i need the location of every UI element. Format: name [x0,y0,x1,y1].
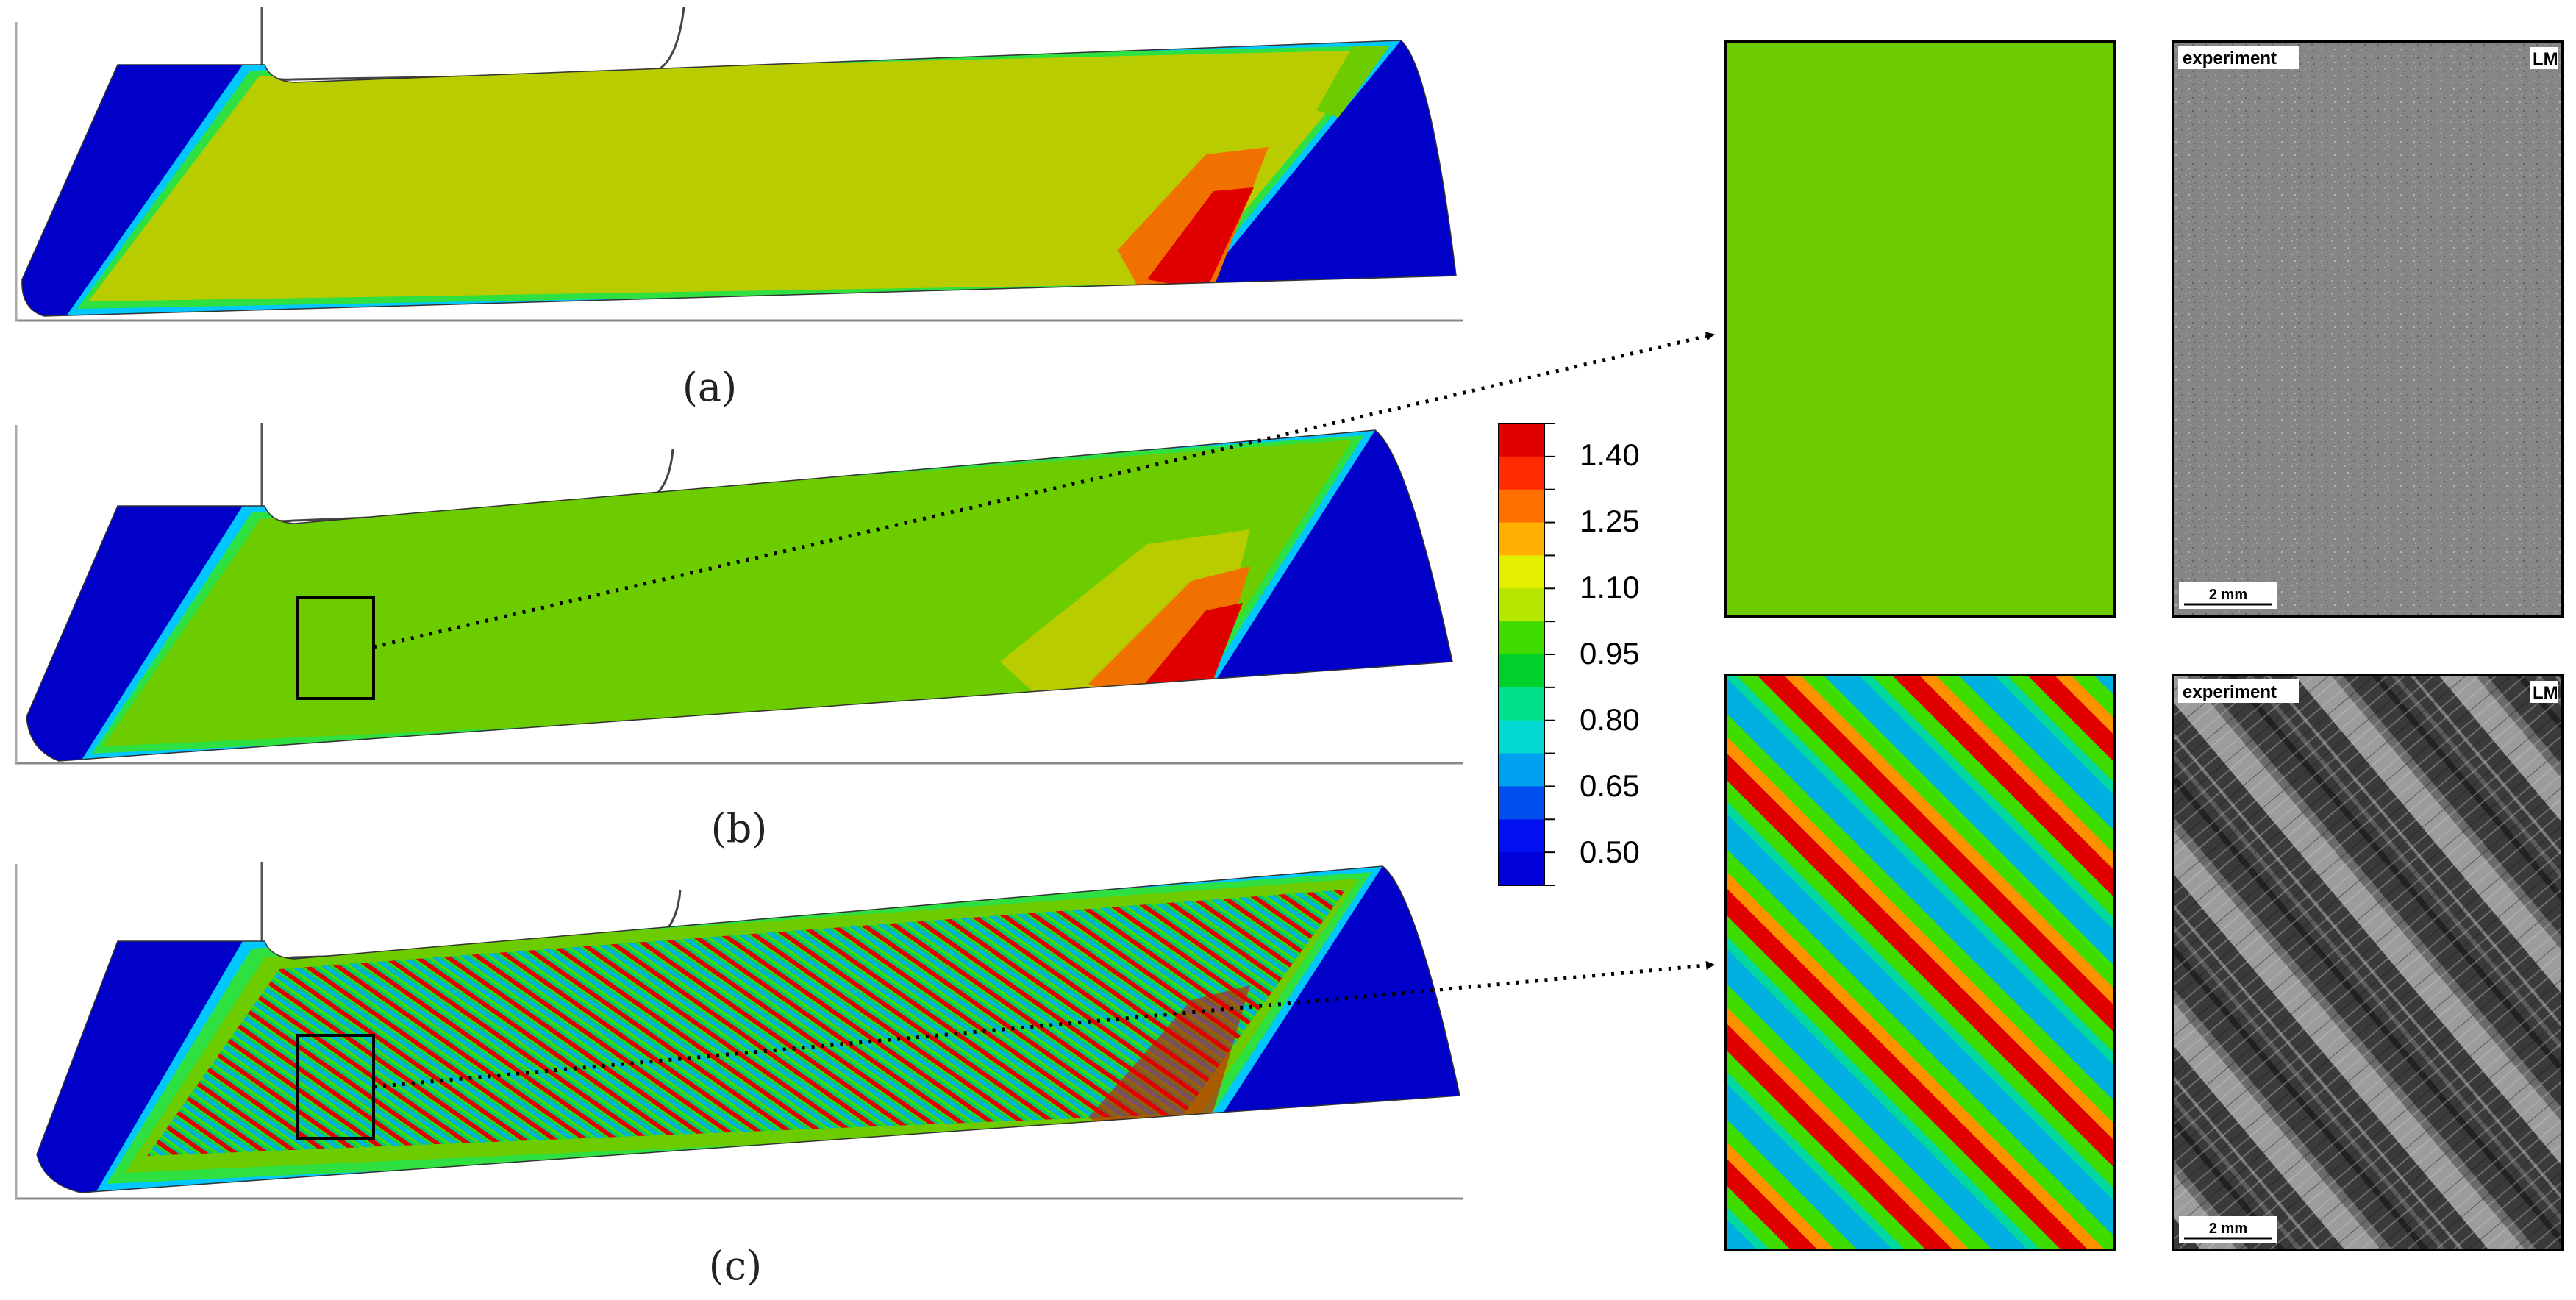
colorbar-band [1499,687,1544,721]
colorbar-label-2: 1.25 [1580,504,1640,538]
tool-outline-a [260,7,685,81]
colorbar-label-3: 1.10 [1580,570,1640,604]
zoom-panel-bottom [1724,674,2116,1251]
colorbar-band [1499,720,1544,754]
micrograph-top: experiment LM 2 mm [2172,40,2564,618]
colorbar-band [1499,621,1544,655]
colorbar-label-5: 0.80 [1580,702,1640,737]
micrograph-top-scale: 2 mm [2209,587,2247,603]
colorbar-band [1499,852,1544,886]
colorbar: 1.40 1.25 1.10 0.95 0.80 0.65 0.50 [1498,423,1640,886]
simulation-panel-c: (c) [15,862,1463,1289]
colorbar-band [1499,489,1544,524]
caption-a: (a) [682,364,737,410]
simulation-panel-a: (a) [15,7,1463,410]
colorbar-label-1: 1.40 [1580,438,1640,472]
colorbar-band [1499,522,1544,556]
simulation-panel-b: (b) [15,423,1463,851]
arrow-to-zoom-bottom [373,960,1715,1089]
colorbar-bands [1499,424,1544,886]
colorbar-band [1499,456,1544,490]
micrograph-top-label: experiment [2183,49,2277,68]
micrograph-top-corner: LM [2533,49,2558,69]
caption-c: (c) [709,1243,762,1289]
colorbar-label-6: 0.65 [1580,768,1640,803]
micrograph-bottom-label: experiment [2183,682,2277,702]
colorbar-band [1499,753,1544,787]
caption-b: (b) [711,805,768,851]
micrograph-bottom: experiment LM 2 mm [2172,674,2564,1251]
colorbar-band [1499,819,1544,853]
colorbar-band [1499,424,1544,457]
colorbar-label-4: 0.95 [1580,636,1640,671]
colorbar-ticks [1544,423,1555,886]
colorbar-band [1499,555,1544,589]
micrograph-bottom-scale: 2 mm [2209,1221,2247,1237]
micrograph-bottom-corner: LM [2533,683,2558,703]
colorbar-band [1499,588,1544,622]
zoom-panel-top [1724,40,2116,618]
zoom-box-b [296,596,375,700]
colorbar-label-7: 0.50 [1580,835,1640,869]
colorbar-band [1499,654,1544,688]
colorbar-band [1499,786,1544,820]
